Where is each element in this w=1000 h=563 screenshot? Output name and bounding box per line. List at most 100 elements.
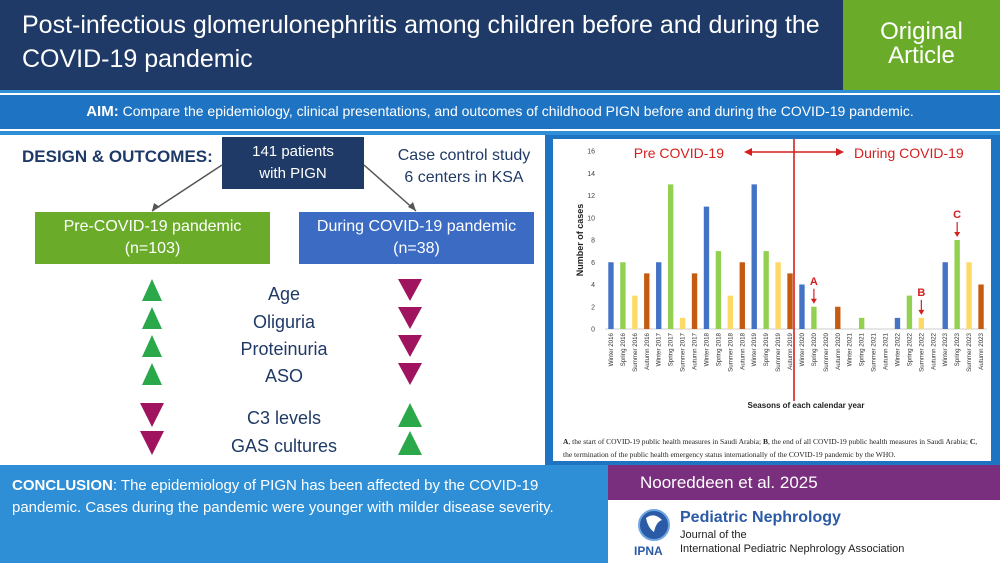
x-tick-label: Autumn 2016 [644,332,651,369]
bar [727,295,734,329]
bar [620,262,626,329]
chart-panel: 0 2 4 6 8 10 12 14 16 Number of cases Winter 2016 S… [545,135,1000,465]
param-gas: GAS cultures [230,436,338,456]
x-tick-label: Spring 2022 [906,332,913,366]
study-description: Case control study 6 centers in KSA [384,145,544,189]
patients-box: 141 patients with PIGN [222,137,364,189]
x-tick-label: Winter 2016 [608,332,615,366]
citation-text: Nooreddeen et al. 2025 [640,473,818,492]
down-triangle-icon [398,335,422,357]
y-tick-label: 10 [587,215,595,222]
x-tick-label: Autumn 2020 [835,332,842,369]
bar [667,184,674,329]
annotation-label: A [810,276,818,288]
x-tick-label: Spring 2021 [859,332,866,366]
journal-name: Pediatric Nephrology [680,509,841,526]
conclusion-text: : The epidemiology of PIGN has been affe… [12,477,554,516]
x-tick-label: Winter 2021 [847,332,854,366]
bar [763,251,769,329]
y-tick-label: 14 [587,171,595,178]
bar [978,284,984,329]
study-line2: 6 centers in KSA [404,169,524,186]
patients-line1: 141 patients [252,143,334,160]
pre-covid-count: (n=103) [124,240,181,257]
bar [751,184,757,329]
x-tick-label: Autumn 2022 [930,332,937,369]
x-tick-label: Summer 2017 [680,332,687,371]
x-tick-label: Autumn 2017 [692,332,699,369]
connector-right-arrowhead [408,202,416,211]
down-triangle-icon [398,279,422,301]
x-tick-label: Spring 2023 [954,332,961,366]
aim-label: AIM: [86,103,119,120]
x-tick-label: Summer 2019 [775,332,782,371]
pre-covid-box: Pre-COVID-19 pandemic (n=103) [35,212,270,264]
logo-text: IPNA [634,544,663,558]
chart-footnote: A, the start of COVID-19 public health m… [563,435,983,461]
conclusion-label: CONCLUSION [12,477,113,494]
x-tick-label: Spring 2017 [668,332,675,366]
param-age: Age [267,284,301,304]
x-tick-label: Autumn 2021 [883,332,890,369]
up-triangle-icon [398,403,422,427]
footnote-b-key: B [762,437,768,446]
bar [799,284,805,329]
during-covid-box: During COVID-19 pandemic (n=38) [299,212,534,264]
patients-line2: with PIGN [259,165,327,182]
aim-text: Compare the epidemiology, clinical prese… [118,103,914,119]
bar [739,262,745,329]
design-colon: : [207,147,213,166]
x-tick-label: Spring 2016 [620,332,627,366]
up-triangle-icon [142,335,162,357]
up-triangle-icon [142,279,162,301]
aim-section: AIM: Compare the epidemiology, clinical … [0,90,1000,135]
y-tick-label: 2 [591,304,595,311]
y-tick-label: 8 [591,238,595,245]
x-tick-label: Summer 2016 [632,332,639,371]
pre-covid-label: Pre-COVID-19 pandemic [63,218,242,235]
aim-banner: AIM: Compare the epidemiology, clinical … [0,93,1000,131]
period-arrowhead-left [744,148,752,156]
cases-bar-chart: 0 2 4 6 8 10 12 14 16 Number of cases Winter 2016 S… [575,139,987,410]
connector-right [363,164,417,212]
bar [715,251,722,329]
during-covid-label: During COVID-19 pandemic [316,218,517,235]
journal-block: IPNA Pediatric Nephrology Journal of the… [608,500,1000,563]
x-tick-label: Spring 2019 [763,332,770,366]
article-type-label: Original Article [880,18,963,69]
chart-card: 0 2 4 6 8 10 12 14 16 Number of cases Winter 2016 S… [553,139,991,461]
bar [894,317,901,329]
footnote-c-key: C [969,437,976,446]
x-tick-label: Autumn 2023 [978,332,985,369]
y-tick-label: 6 [591,260,595,267]
footnote-a-text: , the start of COVID-19 public health me… [568,437,763,446]
bar [954,240,960,329]
x-tick-label: Spring 2018 [715,332,722,366]
x-tick-label: Winter 2017 [656,332,663,366]
up-triangle-icon [142,363,162,385]
conclusion-section: CONCLUSION: The epidemiology of PIGN has… [0,465,608,563]
connector-left [151,164,223,212]
trend-triangles [140,279,422,455]
footnote-a-key: A [563,437,569,446]
flow-connectors [151,164,417,212]
annotation-arrowhead [810,298,817,304]
bar [787,273,793,329]
bar [656,262,662,329]
article-type-badge: Original Article [843,0,1000,90]
bar [835,306,841,329]
design-label: DESIGN & OUTCOMES [22,147,208,166]
annotation-arrowhead [954,232,961,237]
x-tick-label: Summer 2018 [727,332,734,371]
down-triangle-icon [398,363,422,385]
annotation-label: C [953,209,961,221]
x-tick-label: Summer 2021 [871,332,878,371]
citation-bar: Nooreddeen et al. 2025 [608,465,1000,500]
x-tick-label: Summer 2023 [966,332,973,371]
bar [644,273,650,329]
journal-subtitle: Journal of the International Pediatric N… [680,528,904,556]
design-heading: DESIGN & OUTCOMES: [22,147,213,167]
x-tick-label: Winter 2020 [799,332,806,366]
bar [811,306,817,329]
x-axis-label: Seasons of each calendar year [748,401,865,410]
